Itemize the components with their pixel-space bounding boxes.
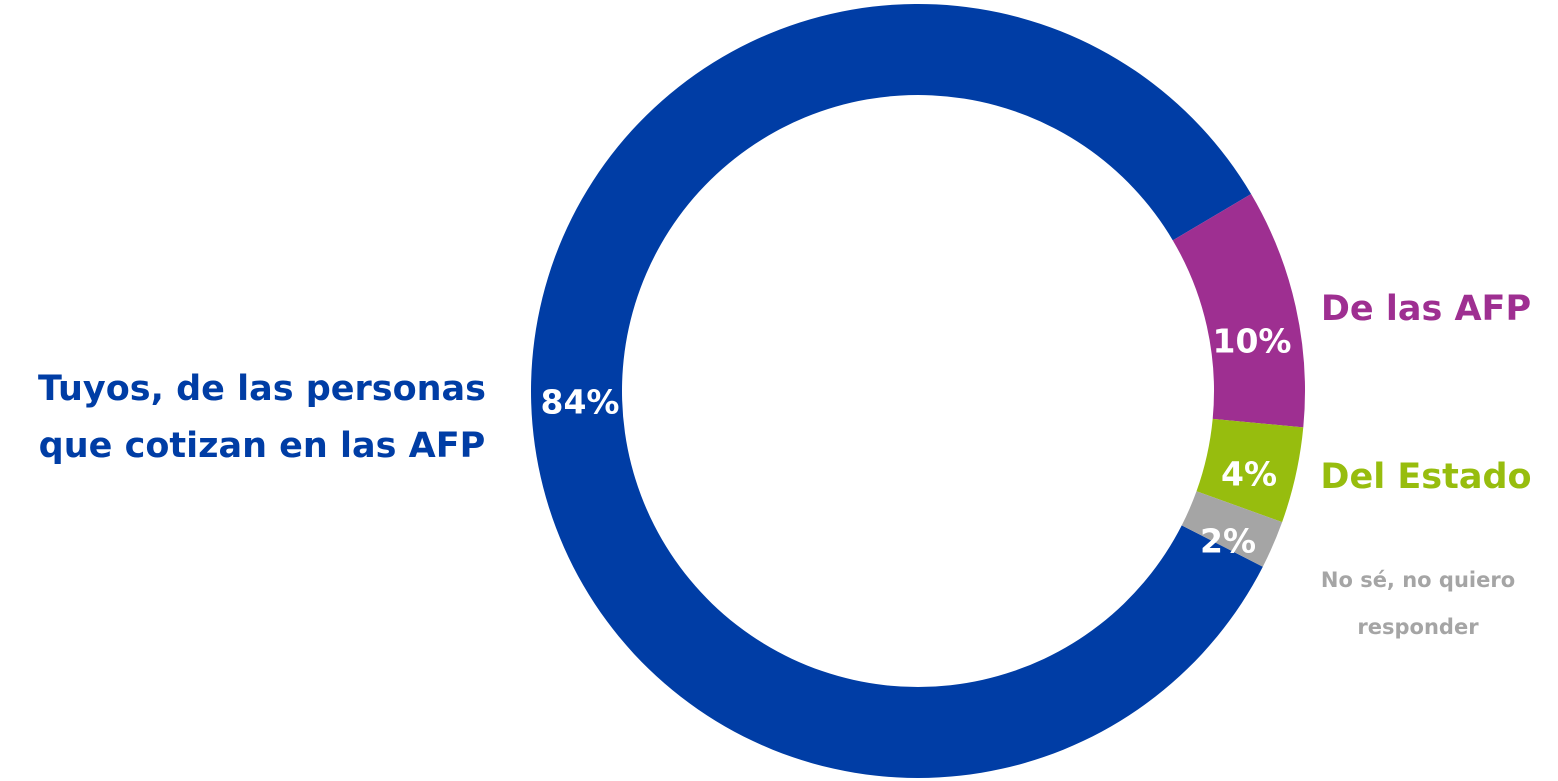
donut-slice-3 bbox=[1181, 491, 1283, 567]
donut-slice-0 bbox=[531, 3, 1263, 778]
slice-value-label-3: 2% bbox=[1200, 522, 1256, 561]
category-label-2: Del Estado bbox=[1320, 457, 1531, 497]
category-label-1-line-0: De las AFP bbox=[1321, 289, 1531, 329]
donut-slices bbox=[531, 3, 1305, 778]
category-label-3-line-1: responder bbox=[1357, 615, 1479, 639]
category-label-0-line-0: Tuyos, de las personas bbox=[38, 369, 486, 409]
category-label-1: De las AFP bbox=[1321, 289, 1531, 329]
donut-slice-1 bbox=[1172, 194, 1305, 428]
slice-value-label-2: 4% bbox=[1221, 455, 1277, 494]
category-labels: Tuyos, de las personas que cotizan en las… bbox=[38, 289, 1532, 639]
donut-slice-2 bbox=[1196, 418, 1304, 523]
slice-value-label-1: 10% bbox=[1213, 322, 1292, 361]
category-label-3-line-0: No sé, no quiero bbox=[1321, 568, 1515, 592]
slice-value-label-0: 84% bbox=[541, 383, 620, 422]
category-label-0: Tuyos, de las personas que cotizan en las… bbox=[38, 369, 486, 466]
category-label-2-line-0: Del Estado bbox=[1320, 457, 1531, 497]
category-label-0-line-1: que cotizan en las AFP bbox=[39, 426, 486, 466]
slice-value-labels: 84% 10% 4% 2% bbox=[541, 322, 1292, 561]
category-label-3: No sé, no quiero responder bbox=[1321, 568, 1515, 639]
